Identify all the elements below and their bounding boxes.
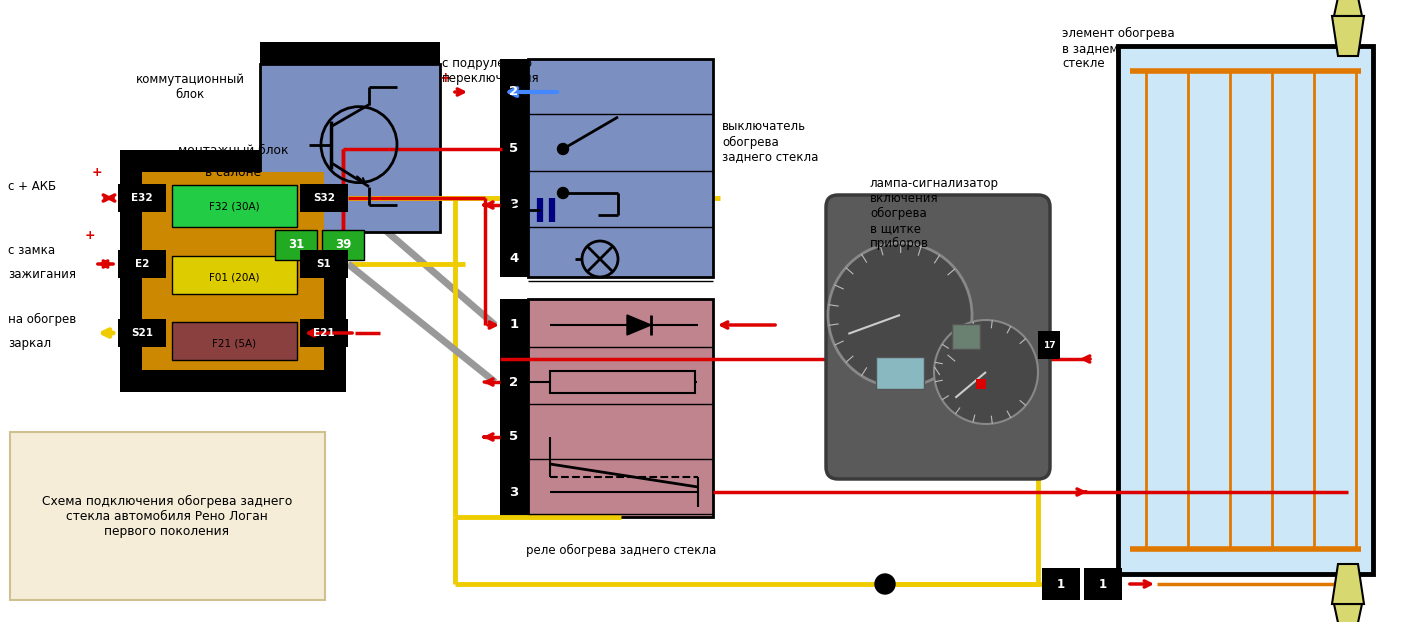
Bar [527,299,713,517]
Text: элемент обогрева
в заднем
стекле: элемент обогрева в заднем стекле [1062,27,1174,70]
Text: заркал: заркал [9,337,51,350]
Bar [118,319,166,347]
Text: лампа-сигнализатор
включения
обогрева
в щитке
приборов: лампа-сигнализатор включения обогрева в … [871,177,1000,250]
Text: 1: 1 [509,318,519,332]
Text: S32: S32 [313,193,335,203]
Text: +: + [92,165,102,179]
FancyBboxPatch shape [827,195,1049,479]
Circle shape [828,243,971,387]
Text: F01 (20A): F01 (20A) [210,273,259,283]
Polygon shape [627,315,651,335]
Text: F21 (5A): F21 (5A) [213,339,257,349]
Text: монтажный блок: монтажный блок [177,144,288,157]
Text: зажигания: зажигания [9,267,77,281]
Text: E2: E2 [135,259,149,269]
Text: коммутационный
блок: коммутационный блок [136,73,244,101]
Text: +: + [440,71,451,85]
Polygon shape [1334,0,1363,16]
Text: 39: 39 [335,238,352,251]
Polygon shape [1332,564,1364,604]
Text: +: + [85,230,95,243]
Text: 3: 3 [509,486,519,498]
Text: реле обогрева заднего стекла: реле обогрева заднего стекла [526,544,716,557]
Text: 31: 31 [288,238,303,251]
Bar [1117,46,1373,574]
Text: на обогрев: на обогрев [9,312,77,325]
Bar [951,324,980,349]
Bar [527,59,713,277]
Bar [275,230,318,260]
Text: с подрулевого
переключателя: с подрулевого переключателя [442,57,540,85]
Bar [976,379,986,389]
Bar [10,432,325,600]
Text: F32 (30A): F32 (30A) [210,202,259,212]
Circle shape [875,574,895,594]
Bar [301,184,347,212]
Text: в салоне: в салоне [206,165,261,179]
Bar [550,371,695,393]
Text: E32: E32 [132,193,153,203]
Text: S21: S21 [130,328,153,338]
Bar [1042,568,1081,600]
Bar [259,42,440,64]
Text: 2: 2 [509,85,519,98]
Text: 5: 5 [509,142,519,156]
Text: Схема подключения обогрева заднего
стекла автомобиля Рено Логан
первого поколени: Схема подключения обогрева заднего стекл… [41,494,292,537]
Bar [501,59,527,277]
Text: 3: 3 [509,198,519,211]
Bar [172,185,296,227]
Text: 2: 2 [509,376,519,389]
Polygon shape [1334,604,1363,622]
Text: 4: 4 [509,253,519,266]
Text: с замка: с замка [9,243,55,256]
Circle shape [557,144,569,154]
Text: 5: 5 [509,430,519,443]
Bar [322,230,364,260]
Bar [301,250,347,278]
Ellipse shape [832,202,1044,472]
Text: S1: S1 [316,259,332,269]
Text: E21: E21 [313,328,335,338]
Text: 1: 1 [1056,577,1065,590]
Bar [259,64,440,232]
Text: 1: 1 [1099,577,1107,590]
Bar [501,299,527,517]
Bar [118,250,166,278]
Bar [142,172,323,370]
Bar [118,184,166,212]
Polygon shape [1332,16,1364,56]
Circle shape [934,320,1038,424]
Bar [876,357,925,389]
Bar [1038,331,1061,359]
Bar [172,322,296,360]
Bar [172,256,296,294]
Text: 17: 17 [1042,340,1055,350]
Bar [121,150,346,392]
Text: выключатель
обогрева
заднего стекла: выключатель обогрева заднего стекла [722,121,818,164]
Bar [301,319,347,347]
Circle shape [557,187,569,198]
Text: с + АКБ: с + АКБ [9,180,57,192]
Bar [1083,568,1122,600]
